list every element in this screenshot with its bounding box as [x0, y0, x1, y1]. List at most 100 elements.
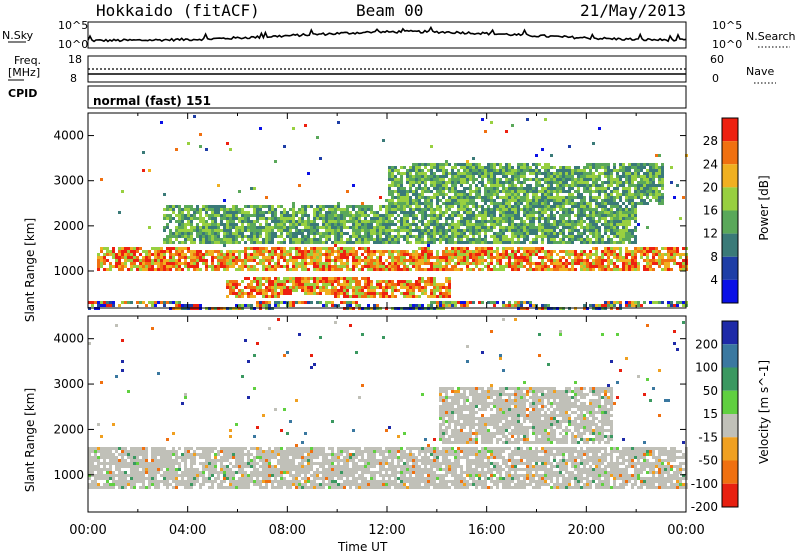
power-cell	[466, 265, 469, 268]
power-cell	[325, 286, 328, 289]
power-cell	[511, 169, 514, 172]
power-cell	[403, 292, 406, 295]
power-cell	[292, 226, 295, 229]
power-cell	[163, 238, 166, 241]
power-cell	[103, 247, 106, 250]
power-cell	[463, 256, 466, 259]
power-cell	[550, 175, 553, 178]
power-cell	[625, 235, 628, 238]
power-cell	[499, 226, 502, 229]
power-cell	[598, 259, 601, 262]
power-cell	[658, 169, 661, 172]
power-cell	[472, 232, 475, 235]
velocity-cell	[127, 450, 130, 453]
power-cell	[304, 268, 307, 271]
power-cell	[538, 178, 541, 181]
power-cell	[595, 250, 598, 253]
power-cell	[454, 181, 457, 184]
power-cell	[394, 181, 397, 184]
power-cell	[160, 247, 163, 250]
power-cell	[259, 280, 262, 283]
power-cell	[337, 217, 340, 220]
power-cell	[214, 256, 217, 259]
power-cell	[433, 226, 436, 229]
power-cell	[589, 226, 592, 229]
power-cell	[259, 211, 262, 214]
power-cell	[511, 181, 514, 184]
power-cell	[199, 133, 202, 136]
power-cell	[532, 163, 535, 166]
power-cell	[514, 214, 517, 217]
power-cell	[577, 166, 580, 169]
power-cell	[511, 193, 514, 196]
power-cell	[391, 295, 394, 298]
power-cell	[640, 304, 643, 307]
power-cell	[574, 250, 577, 253]
power-cell	[433, 178, 436, 181]
power-cell	[322, 268, 325, 271]
power-cell	[289, 229, 292, 232]
power-cell	[286, 292, 289, 295]
power-cell	[343, 289, 346, 292]
power-cell	[610, 241, 613, 244]
power-cell	[610, 169, 613, 172]
power-cell	[274, 301, 277, 304]
power-cell	[418, 193, 421, 196]
velocity-cell	[97, 456, 100, 459]
power-cell	[469, 253, 472, 256]
power-cell	[466, 223, 469, 226]
power-cell	[619, 217, 622, 220]
power-cell	[529, 229, 532, 232]
power-cell	[439, 292, 442, 295]
power-cell	[196, 211, 199, 214]
power-cell	[478, 211, 481, 214]
power-cell	[511, 256, 514, 259]
power-cell	[178, 217, 181, 220]
power-cell	[187, 208, 190, 211]
power-cell	[346, 253, 349, 256]
power-cell	[532, 304, 535, 307]
power-cell	[538, 211, 541, 214]
power-cell	[577, 232, 580, 235]
power-cell	[517, 178, 520, 181]
power-cell	[238, 295, 241, 298]
power-cell	[367, 223, 370, 226]
power-cell	[655, 163, 658, 166]
power-cell	[313, 214, 316, 217]
power-cell	[355, 280, 358, 283]
power-cell	[328, 292, 331, 295]
power-cell	[553, 175, 556, 178]
power-cell	[487, 301, 490, 304]
power-cell	[571, 211, 574, 214]
power-cell	[577, 220, 580, 223]
velocity-cell	[91, 450, 94, 453]
power-cell	[439, 178, 442, 181]
power-cell	[661, 166, 664, 169]
power-cell	[625, 229, 628, 232]
power-cell	[355, 214, 358, 217]
power-cell	[103, 262, 106, 265]
velocity-cell	[94, 459, 97, 462]
power-cell	[346, 301, 349, 304]
power-cell	[319, 256, 322, 259]
power-cell	[658, 265, 661, 268]
power-cell	[217, 241, 220, 244]
power-cell	[436, 295, 439, 298]
power-cell	[421, 208, 424, 211]
power-cell	[457, 196, 460, 199]
power-cell	[646, 226, 649, 229]
power-cell	[409, 205, 412, 208]
power-cell	[250, 283, 253, 286]
power-cell	[100, 265, 103, 268]
power-cell	[301, 211, 304, 214]
power-cell	[493, 232, 496, 235]
power-cell	[538, 265, 541, 268]
power-cell	[397, 232, 400, 235]
power-cell	[622, 166, 625, 169]
power-cell	[451, 256, 454, 259]
power-cell	[670, 250, 673, 253]
power-cell	[586, 214, 589, 217]
power-cell	[616, 217, 619, 220]
power-cell	[256, 211, 259, 214]
power-cell	[223, 214, 226, 217]
